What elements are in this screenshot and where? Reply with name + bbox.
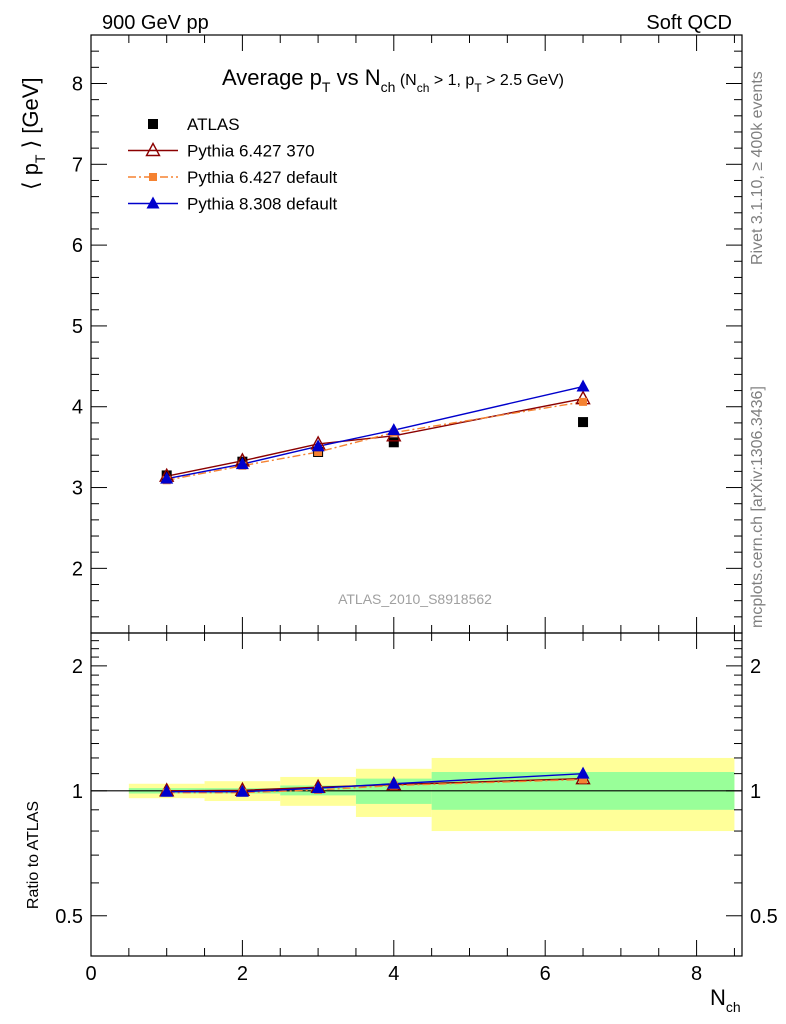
series-line-pythia-8-308-default [166,385,584,480]
rivet-label: Rivet 3.1.10, ≥ 400k events [749,71,766,265]
mcplots-label: mcplots.cern.ch [arXiv:1306.3436] [749,386,766,628]
main-y-tick-label: 6 [72,235,83,257]
ratio-y-tick-label: 0.5 [55,906,83,928]
x-tick-label: 2 [237,963,248,985]
ratio-point-pythia-8-308-default [311,781,325,794]
series-line-pythia-6-427-default [166,401,584,481]
ratio-y-tick-label: 2 [72,656,83,678]
ratio-frame [90,632,743,957]
ratio-point-pythia-8-308-default [235,784,249,797]
ratio-y-tick-label-right: 0.5 [750,906,778,928]
legend-label-pythia-6-427-370: Pythia 6.427 370 [187,142,315,161]
header-right: Soft QCD [646,12,732,34]
x-tick-label: 4 [388,963,399,985]
main-title: Average pT vs Nch (Nch > 1, pT > 2.5 GeV… [222,65,564,95]
data-point-pythia-8-308-default [387,423,401,436]
svg-text:Average pT vs Nch (Nch > 1, pT: Average pT vs Nch (Nch > 1, pT > 2.5 GeV… [222,65,564,95]
main-y-tick-label: 8 [72,73,83,95]
legend-marker-pythia-8-308-default [146,196,160,209]
svg-text:Nch: Nch [710,985,741,1015]
ratio-point-pythia-8-308-default [160,784,174,797]
legend: ATLAS Pythia 6.427 370 Pythia 6.427 defaul… [128,115,338,214]
ratio-y-tick-label-right: 1 [750,781,761,803]
legend-marker-pythia-6-427-370 [145,142,161,157]
ratio-series [159,766,591,797]
data-point-pythia-8-308-default [235,457,249,470]
plot-frames: 2 3 4 5 6 7 8 0.5 0.5 1 1 2 2 0 2 4 6 8 [55,34,778,985]
analysis-label: ATLAS_2010_S8918562 [338,591,492,607]
data-point-atlas [388,437,399,448]
ratio-y-tick-label: 1 [72,781,83,803]
header-left: 900 GeV pp [102,12,209,34]
main-y-tick-label: 2 [72,558,83,580]
data-point-pythia-6-427-default [579,397,588,406]
main-ylabel: ⟨ pT ⟩ [GeV] [18,77,48,190]
legend-marker-atlas [148,119,158,129]
x-axis-label: Nch [710,985,741,1015]
data-point-pythia-8-308-default [160,471,174,484]
ratio-point-pythia-6-427-default [579,775,588,784]
ratio-bands [128,757,735,832]
ratio-point-pythia-8-308-default [576,766,590,779]
data-point-pythia-8-308-default [311,439,325,452]
main-y-tick-label: 3 [72,478,83,500]
data-point-pythia-8-308-default [576,379,590,392]
x-tick-label: 0 [85,963,96,985]
svg-text:⟨ pT ⟩ [GeV]: ⟨ pT ⟩ [GeV] [18,77,48,190]
x-tick-label: 6 [540,963,551,985]
main-y-tick-label: 7 [72,154,83,176]
legend-label-pythia-8-308-default: Pythia 8.308 default [187,195,338,214]
data-point-atlas [578,417,589,428]
main-y-tick-label: 4 [72,397,83,419]
legend-label-atlas: ATLAS [187,115,240,134]
data-point-pythia-6-427-default [314,447,323,456]
ratio-y-tick-label-right: 2 [750,656,761,678]
legend-marker-pythia-6-427-default [149,173,157,181]
ratio-ylabel: Ratio to ATLAS [25,801,42,909]
x-tick-label: 8 [691,963,702,985]
ratio-point-pythia-8-308-default [387,776,401,789]
legend-label-pythia-6-427-default: Pythia 6.427 default [187,168,338,187]
main-series [159,379,591,485]
main-y-tick-label: 5 [72,316,83,338]
